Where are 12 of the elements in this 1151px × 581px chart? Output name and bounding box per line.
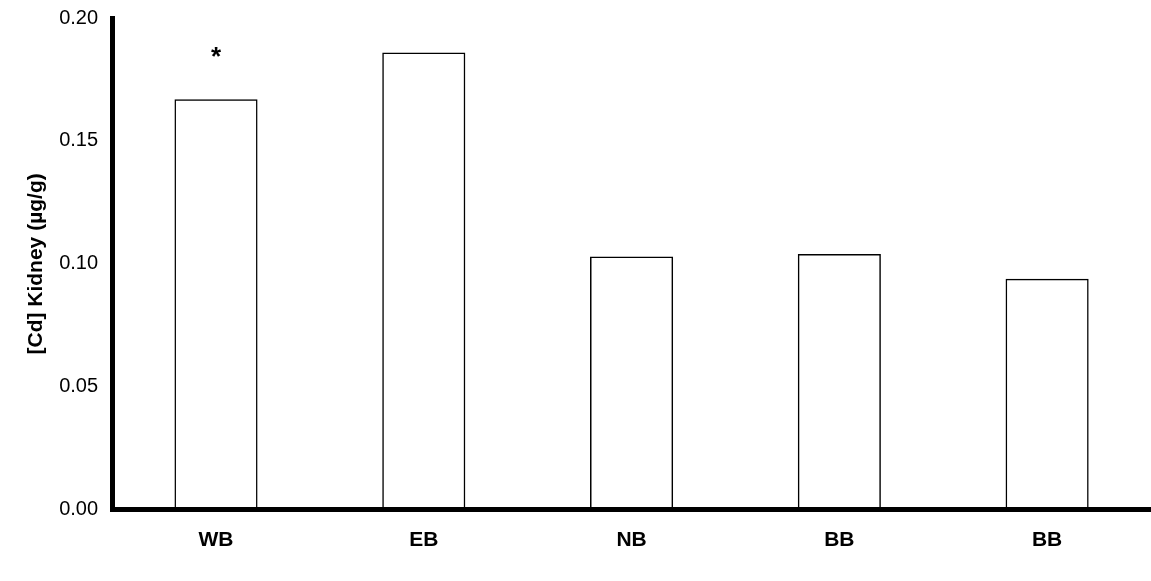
x-tick-label: WB xyxy=(198,527,234,551)
y-tick-label: 0.10 xyxy=(59,251,99,274)
annotation: * xyxy=(210,41,222,72)
y-tick-label: 0.20 xyxy=(59,5,99,28)
y-axis-title: [Cd] Kidney (µg/g) xyxy=(23,173,47,355)
y-tick-label: 0.05 xyxy=(59,374,99,397)
y-tick-label: 0.00 xyxy=(59,497,99,520)
x-tick-label: NB xyxy=(616,527,647,551)
x-tick-label: EB xyxy=(409,527,439,551)
x-tick-label: BB xyxy=(1031,527,1063,551)
y-tick-label: 0.15 xyxy=(59,128,99,151)
x-tick-label: BB xyxy=(824,527,855,551)
